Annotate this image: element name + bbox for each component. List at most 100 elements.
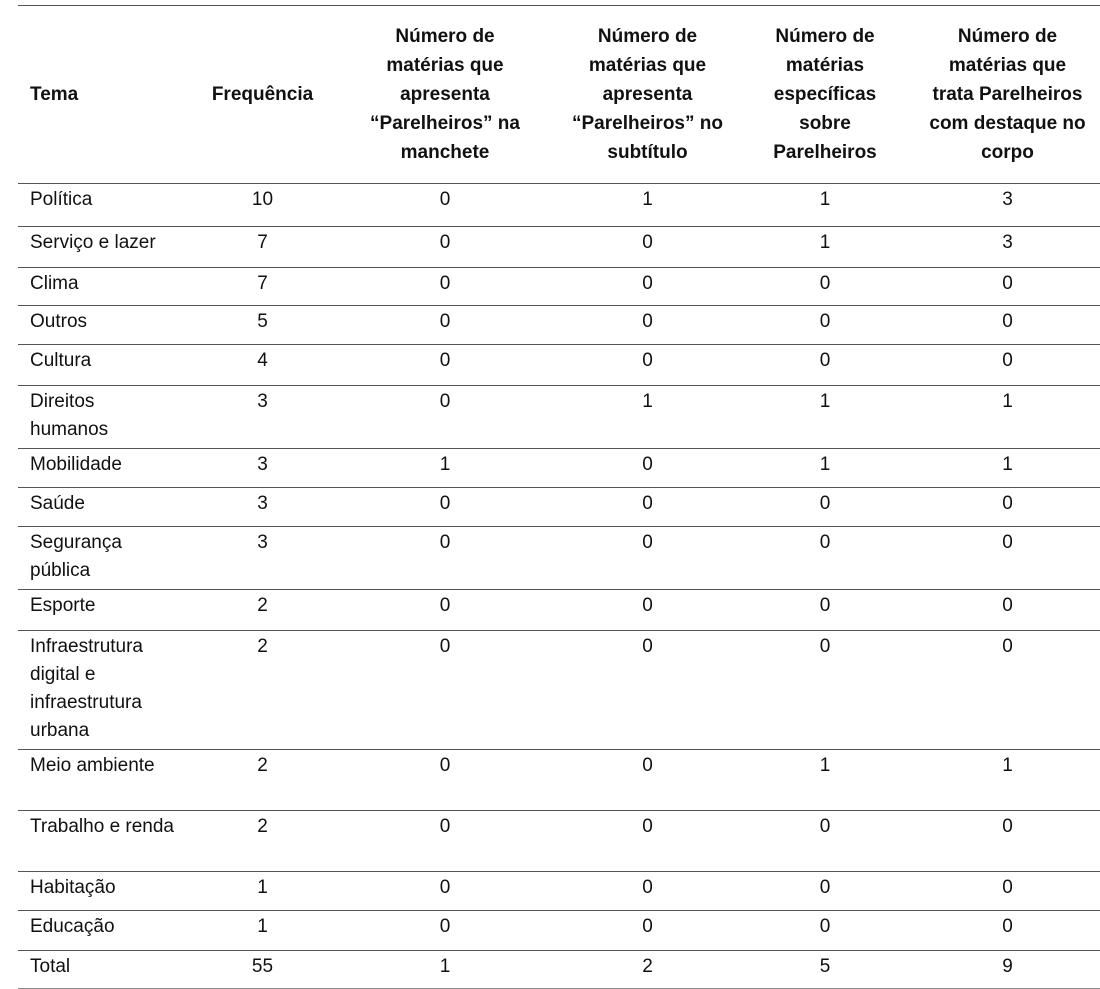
table-row: Direitos humanos 3 0 1 1 1: [18, 385, 1100, 449]
cell-value: 3: [195, 487, 330, 527]
cell-value: 1: [915, 385, 1100, 449]
table-row: Clima 7 0 0 0 0: [18, 267, 1100, 306]
cell-value: 2: [195, 589, 330, 631]
cell-value: 1: [330, 448, 560, 488]
cell-value: 7: [195, 226, 330, 268]
column-header: Número de matérias que apresenta “Parelh…: [330, 5, 560, 184]
cell-value: 3: [915, 226, 1100, 268]
cell-value: 0: [560, 910, 735, 951]
header-text: Número de matérias que apresenta “Parelh…: [572, 26, 723, 163]
row-label: Outros: [18, 305, 195, 345]
cell-value: 0: [330, 589, 560, 631]
cell-value: 55: [195, 950, 330, 989]
table-row: Esporte 2 0 0 0 0: [18, 589, 1100, 631]
cell-value: 0: [915, 487, 1100, 527]
cell-value: 0: [330, 267, 560, 306]
cell-value: 0: [735, 487, 915, 527]
table-row: Meio ambiente 2 0 0 1 1: [18, 749, 1100, 811]
row-label: Segurança pública: [18, 526, 195, 590]
cell-value: 0: [915, 871, 1100, 911]
cell-value: 0: [330, 305, 560, 345]
cell-value: 3: [915, 183, 1100, 227]
header-text: Frequência: [211, 84, 314, 105]
row-label: Cultura: [18, 344, 195, 386]
cell-value: 0: [915, 267, 1100, 306]
cell-value: 1: [560, 183, 735, 227]
cell-value: 0: [330, 910, 560, 951]
column-header: Número de matérias que apresenta “Parelh…: [560, 5, 735, 184]
row-label: Infraestrutura digital e infraestrutura …: [18, 630, 195, 750]
cell-value: 3: [195, 448, 330, 488]
cell-value: 0: [560, 589, 735, 631]
cell-value: 0: [735, 589, 915, 631]
cell-value: 5: [195, 305, 330, 345]
cell-value: 0: [735, 305, 915, 345]
row-label: Política: [18, 183, 195, 227]
cell-value: 0: [735, 910, 915, 951]
table-row: Total 55 1 2 5 9: [18, 950, 1100, 989]
row-label: Clima: [18, 267, 195, 306]
cell-value: 0: [915, 910, 1100, 951]
row-label: Total: [18, 950, 195, 989]
table-row: Educação 1 0 0 0 0: [18, 910, 1100, 951]
cell-value: 0: [330, 630, 560, 750]
table-row: Política 10 0 1 1 3: [18, 183, 1100, 227]
header-text: Número de matérias específicas sobre Par…: [773, 26, 877, 163]
cell-value: 0: [560, 487, 735, 527]
cell-value: 2: [195, 810, 330, 872]
cell-value: 1: [735, 448, 915, 488]
header-row: Tema Frequência Número de matérias que apr…: [18, 5, 1100, 184]
column-header: Frequência: [195, 5, 330, 184]
cell-value: 3: [195, 526, 330, 590]
cell-value: 2: [195, 749, 330, 811]
cell-value: 7: [195, 267, 330, 306]
table-row: Cultura 4 0 0 0 0: [18, 344, 1100, 386]
cell-value: 0: [560, 305, 735, 345]
data-table: Tema Frequência Número de matérias que apr…: [18, 5, 1100, 989]
row-label: Mobilidade: [18, 448, 195, 488]
cell-value: 0: [560, 344, 735, 386]
header-text: Número de matérias que apresenta “Parelh…: [370, 26, 520, 163]
cell-value: 0: [330, 183, 560, 227]
cell-value: 0: [330, 871, 560, 911]
column-header: Número de matérias que trata Parelheiros…: [915, 5, 1100, 184]
row-label: Meio ambiente: [18, 749, 195, 811]
cell-value: 2: [195, 630, 330, 750]
cell-value: 1: [330, 950, 560, 989]
header-text: Número de matérias que trata Parelheiros…: [929, 26, 1086, 163]
table-row: Trabalho e renda 2 0 0 0 0: [18, 810, 1100, 872]
table-row: Serviço e lazer 7 0 0 1 3: [18, 226, 1100, 268]
cell-value: 0: [915, 526, 1100, 590]
cell-value: 0: [330, 344, 560, 386]
cell-value: 5: [735, 950, 915, 989]
cell-value: 3: [195, 385, 330, 449]
table-row: Habitação 1 0 0 0 0: [18, 871, 1100, 911]
table-row: Saúde 3 0 0 0 0: [18, 487, 1100, 527]
column-header: Número de matérias específicas sobre Par…: [735, 5, 915, 184]
cell-value: 0: [735, 344, 915, 386]
cell-value: 0: [735, 267, 915, 306]
cell-value: 1: [915, 448, 1100, 488]
cell-value: 0: [330, 487, 560, 527]
table-row: Mobilidade 3 1 0 1 1: [18, 448, 1100, 488]
cell-value: 1: [735, 385, 915, 449]
cell-value: 0: [560, 226, 735, 268]
cell-value: 0: [735, 871, 915, 911]
cell-value: 0: [560, 749, 735, 811]
cell-value: 0: [915, 810, 1100, 872]
row-label: Direitos humanos: [18, 385, 195, 449]
cell-value: 1: [195, 910, 330, 951]
cell-value: 0: [560, 267, 735, 306]
cell-value: 0: [560, 810, 735, 872]
cell-value: 0: [560, 630, 735, 750]
cell-value: 0: [330, 385, 560, 449]
cell-value: 9: [915, 950, 1100, 989]
cell-value: 1: [915, 749, 1100, 811]
table-body: Política 10 0 1 1 3 Serviço e lazer 7 0 0 1 3 Clima 7…: [18, 183, 1100, 989]
cell-value: 0: [915, 305, 1100, 345]
cell-value: 0: [735, 810, 915, 872]
cell-value: 0: [915, 344, 1100, 386]
cell-value: 0: [330, 226, 560, 268]
row-label: Educação: [18, 910, 195, 951]
